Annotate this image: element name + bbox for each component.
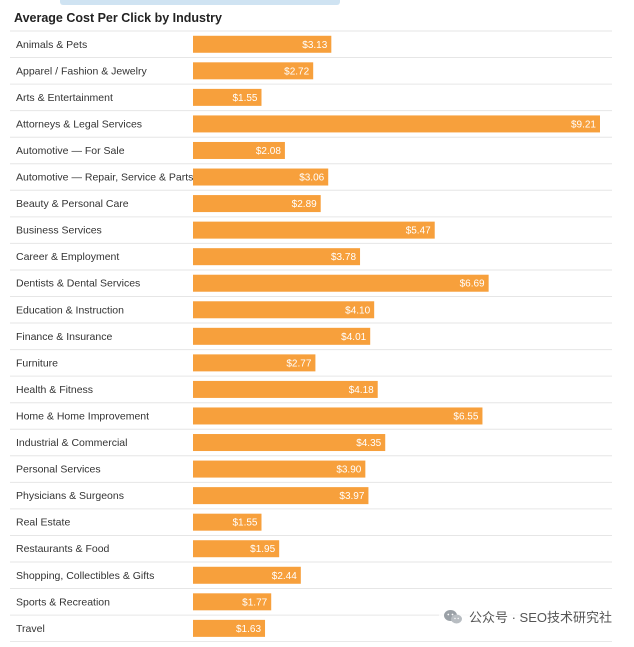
bar — [193, 434, 386, 452]
data-label: $6.69 — [460, 279, 485, 290]
chart-title: Average Cost Per Click by Industry — [14, 11, 222, 25]
category-label: Arts & Entertainment — [16, 92, 113, 104]
bar — [193, 487, 369, 505]
data-label: $4.18 — [349, 385, 374, 396]
category-label: Apparel / Fashion & Jewelry — [16, 65, 147, 77]
category-label: Home & Home Improvement — [16, 410, 149, 422]
bar — [193, 221, 435, 239]
data-label: $4.10 — [345, 305, 370, 316]
category-label: Furniture — [16, 357, 58, 369]
category-label: Travel — [16, 623, 45, 635]
bar — [193, 274, 489, 292]
data-label: $2.44 — [272, 571, 297, 582]
bar — [193, 540, 280, 558]
category-label: Beauty & Personal Care — [16, 198, 129, 210]
category-label: Animals & Pets — [16, 39, 87, 51]
category-label: Industrial & Commercial — [16, 437, 127, 449]
data-label: $3.13 — [302, 40, 327, 51]
category-label: Finance & Insurance — [16, 331, 112, 343]
data-label: $3.97 — [339, 491, 364, 502]
category-label: Shopping, Collectibles & Gifts — [16, 570, 154, 582]
category-label: Attorneys & Legal Services — [16, 118, 142, 130]
bar — [193, 327, 371, 345]
bar — [193, 141, 285, 159]
data-label: $3.06 — [299, 173, 324, 184]
bar — [193, 168, 329, 186]
data-label: $9.21 — [571, 119, 596, 130]
category-label: Physicians & Surgeons — [16, 490, 124, 502]
category-label: Real Estate — [16, 517, 70, 529]
data-label: $2.08 — [256, 146, 281, 157]
category-label: Automotive — For Sale — [16, 145, 125, 157]
bar — [193, 62, 314, 80]
bar — [193, 407, 483, 425]
watermark: 公众号 · SEO技术研究社 — [438, 605, 616, 628]
category-label: Restaurants & Food — [16, 543, 110, 555]
bar — [193, 248, 361, 266]
watermark-text: 公众号 · SEO技术研究社 — [468, 610, 612, 625]
bar — [193, 380, 378, 398]
bar — [193, 593, 272, 611]
bar — [193, 195, 321, 213]
category-label: Personal Services — [16, 464, 101, 476]
data-label: $3.90 — [336, 465, 361, 476]
bar — [193, 460, 366, 478]
data-label: $1.63 — [236, 624, 261, 635]
bar — [193, 566, 301, 584]
data-label: $5.47 — [406, 226, 431, 237]
wechat-icon — [443, 609, 462, 623]
bar — [193, 354, 316, 372]
data-label: $6.55 — [453, 411, 478, 422]
bar — [193, 115, 600, 133]
data-label: $1.77 — [242, 597, 267, 608]
bar — [193, 513, 262, 531]
header-strip — [60, 0, 340, 5]
data-label: $3.78 — [331, 252, 356, 263]
data-label: $2.89 — [292, 199, 317, 210]
data-label: $4.01 — [341, 332, 366, 343]
bar — [193, 88, 262, 106]
bar — [193, 35, 332, 53]
category-label: Career & Employment — [16, 251, 119, 263]
data-label: $1.55 — [232, 518, 257, 529]
category-label: Dentists & Dental Services — [16, 278, 140, 290]
data-label: $1.95 — [250, 544, 275, 555]
category-label: Sports & Recreation — [16, 596, 110, 608]
bar — [193, 301, 375, 319]
bar — [193, 619, 266, 637]
data-label: $1.55 — [232, 93, 257, 104]
category-label: Health & Fitness — [16, 384, 93, 396]
data-label: $2.72 — [284, 66, 309, 77]
data-label: $4.35 — [356, 438, 381, 449]
category-label: Automotive — Repair, Service & Parts — [16, 172, 193, 184]
category-label: Business Services — [16, 225, 102, 237]
category-label: Education & Instruction — [16, 304, 124, 316]
data-label: $2.77 — [286, 358, 311, 369]
